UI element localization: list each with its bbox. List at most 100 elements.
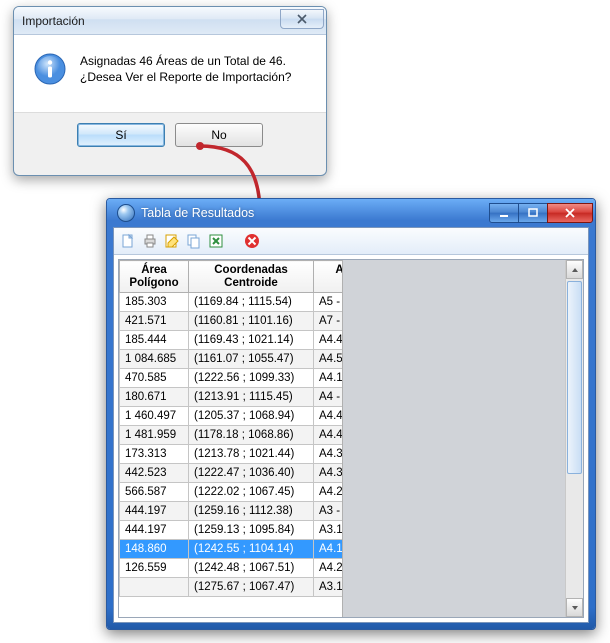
cell-coord[interactable]: (1213.78 ; 1021.44)	[189, 445, 314, 464]
cell-coord[interactable]: (1178.18 ; 1068.86)	[189, 426, 314, 445]
col-header-coord[interactable]: Coordenadas Centroide	[189, 261, 314, 293]
cell-coord[interactable]: (1222.47 ; 1036.40)	[189, 464, 314, 483]
table-row[interactable]: (1275.67 ; 1067.47)A3.1 - A	[120, 578, 342, 597]
grid-header-row: Área Polígono Coordenadas Centroide Asig…	[120, 261, 342, 293]
cell-coord[interactable]: (1222.02 ; 1067.45)	[189, 483, 314, 502]
cell-asign[interactable]: A3.1 - A	[314, 578, 342, 597]
import-dialog: Importación Asignadas 46	[13, 6, 327, 176]
results-titlebar[interactable]: Tabla de Resultados	[113, 199, 589, 227]
cell-area[interactable]: 470.585	[120, 369, 189, 388]
table-row[interactable]: 148.860(1242.55 ; 1104.14)A4.1 - A4	[120, 540, 342, 559]
table-row[interactable]: 444.197(1259.13 ; 1095.84)A3.1 - A4.1	[120, 521, 342, 540]
results-title: Tabla de Resultados	[141, 206, 490, 220]
results-grid-container: Área Polígono Coordenadas Centroide Asig…	[118, 259, 584, 618]
cell-area[interactable]: 185.303	[120, 293, 189, 312]
cell-area[interactable]: 1 481.959	[120, 426, 189, 445]
table-row[interactable]: 185.303(1169.84 ; 1115.54)A5 - A6	[120, 293, 342, 312]
cell-area[interactable]: 442.523	[120, 464, 189, 483]
cell-coord[interactable]: (1161.07 ; 1055.47)	[189, 350, 314, 369]
table-row[interactable]: 566.587(1222.02 ; 1067.45)A4.2 - A4.1	[120, 483, 342, 502]
cell-coord[interactable]: (1169.84 ; 1115.54)	[189, 293, 314, 312]
cell-asign[interactable]: A4.5 - A7	[314, 350, 342, 369]
dialog-close-button[interactable]	[280, 9, 324, 29]
table-row[interactable]: 1 481.959(1178.18 ; 1068.86)A4.4 - A5	[120, 426, 342, 445]
minimize-icon	[499, 208, 509, 218]
cell-asign[interactable]: A4.1 - A4	[314, 540, 342, 559]
table-row[interactable]: 470.585(1222.56 ; 1099.33)A4.1 - A4	[120, 369, 342, 388]
cell-asign[interactable]: A7 - A6	[314, 312, 342, 331]
table-row[interactable]: 442.523(1222.47 ; 1036.40)A4.3 - A4.2	[120, 464, 342, 483]
cell-asign[interactable]: A4.3 - A4.4	[314, 445, 342, 464]
dialog-title: Importación	[22, 14, 280, 28]
scroll-thumb[interactable]	[567, 281, 582, 474]
cell-asign[interactable]: A3 - A4	[314, 502, 342, 521]
cell-coord[interactable]: (1275.67 ; 1067.47)	[189, 578, 314, 597]
cell-coord[interactable]: (1242.55 ; 1104.14)	[189, 540, 314, 559]
cell-area[interactable]: 444.197	[120, 502, 189, 521]
yes-button[interactable]: Sí	[77, 123, 165, 147]
cell-asign[interactable]: A4 - A5	[314, 388, 342, 407]
window-close-button[interactable]	[547, 203, 593, 223]
table-row[interactable]: 126.559(1242.48 ; 1067.51)A4.2 - A4.1	[120, 559, 342, 578]
table-row[interactable]: 173.313(1213.78 ; 1021.44)A4.3 - A4.4	[120, 445, 342, 464]
new-icon[interactable]	[120, 233, 136, 249]
table-row[interactable]: 1 460.497(1205.37 ; 1068.94)A4.4 - A5	[120, 407, 342, 426]
cell-coord[interactable]: (1169.43 ; 1021.14)	[189, 331, 314, 350]
delete-icon[interactable]	[244, 233, 260, 249]
cell-area[interactable]: 566.587	[120, 483, 189, 502]
maximize-button[interactable]	[518, 203, 548, 223]
export-excel-icon[interactable]	[208, 233, 224, 249]
cell-area[interactable]: 173.313	[120, 445, 189, 464]
info-icon	[34, 53, 66, 85]
cell-asign[interactable]: A4.4 - A4.5	[314, 331, 342, 350]
cell-coord[interactable]: (1222.56 ; 1099.33)	[189, 369, 314, 388]
cell-asign[interactable]: A4.4 - A5	[314, 426, 342, 445]
app-icon	[117, 204, 135, 222]
cell-coord[interactable]: (1160.81 ; 1101.16)	[189, 312, 314, 331]
col-header-asign[interactable]: Asignado al Colector	[314, 261, 342, 293]
dialog-message: Asignadas 46 Áreas de un Total de 46. ¿D…	[80, 53, 291, 112]
table-row[interactable]: 185.444(1169.43 ; 1021.14)A4.4 - A4.5	[120, 331, 342, 350]
cell-area[interactable]: 444.197	[120, 521, 189, 540]
cell-coord[interactable]: (1205.37 ; 1068.94)	[189, 407, 314, 426]
table-row[interactable]: 444.197(1259.16 ; 1112.38)A3 - A4	[120, 502, 342, 521]
cell-area[interactable]: 180.671	[120, 388, 189, 407]
cell-area[interactable]: 1 084.685	[120, 350, 189, 369]
scroll-up-button[interactable]	[566, 260, 583, 279]
cell-asign[interactable]: A3.1 - A4.1	[314, 521, 342, 540]
dialog-message-line2: ¿Desea Ver el Reporte de Importación?	[80, 69, 291, 85]
table-row[interactable]: 421.571(1160.81 ; 1101.16)A7 - A6	[120, 312, 342, 331]
cell-coord[interactable]: (1259.16 ; 1112.38)	[189, 502, 314, 521]
cell-coord[interactable]: (1213.91 ; 1115.45)	[189, 388, 314, 407]
minimize-button[interactable]	[489, 203, 519, 223]
dialog-titlebar[interactable]: Importación	[14, 7, 326, 35]
table-row[interactable]: 180.671(1213.91 ; 1115.45)A4 - A5	[120, 388, 342, 407]
results-toolbar	[114, 228, 588, 255]
scroll-down-button[interactable]	[566, 598, 583, 617]
cell-area[interactable]: 148.860	[120, 540, 189, 559]
cell-asign[interactable]: A4.1 - A4	[314, 369, 342, 388]
cell-area[interactable]: 1 460.497	[120, 407, 189, 426]
cell-coord[interactable]: (1242.48 ; 1067.51)	[189, 559, 314, 578]
cell-asign[interactable]: A4.3 - A4.2	[314, 464, 342, 483]
edit-icon[interactable]	[164, 233, 180, 249]
cell-asign[interactable]: A4.2 - A4.1	[314, 559, 342, 578]
cell-coord[interactable]: (1259.13 ; 1095.84)	[189, 521, 314, 540]
grid-vertical-scrollbar[interactable]	[565, 260, 583, 617]
col-header-area[interactable]: Área Polígono	[120, 261, 189, 293]
scroll-track[interactable]	[566, 279, 583, 598]
cell-asign[interactable]: A5 - A6	[314, 293, 342, 312]
cell-asign[interactable]: A4.2 - A4.1	[314, 483, 342, 502]
print-icon[interactable]	[142, 233, 158, 249]
copy-icon[interactable]	[186, 233, 202, 249]
table-row[interactable]: 1 084.685(1161.07 ; 1055.47)A4.5 - A7	[120, 350, 342, 369]
close-icon	[565, 208, 575, 218]
cell-asign[interactable]: A4.4 - A5	[314, 407, 342, 426]
cell-area[interactable]: 185.444	[120, 331, 189, 350]
dialog-body: Asignadas 46 Áreas de un Total de 46. ¿D…	[14, 35, 326, 113]
cell-area[interactable]: 126.559	[120, 559, 189, 578]
no-button[interactable]: No	[175, 123, 263, 147]
results-window: Tabla de Resultados	[106, 198, 596, 630]
cell-area[interactable]: 421.571	[120, 312, 189, 331]
cell-area[interactable]	[120, 578, 189, 597]
